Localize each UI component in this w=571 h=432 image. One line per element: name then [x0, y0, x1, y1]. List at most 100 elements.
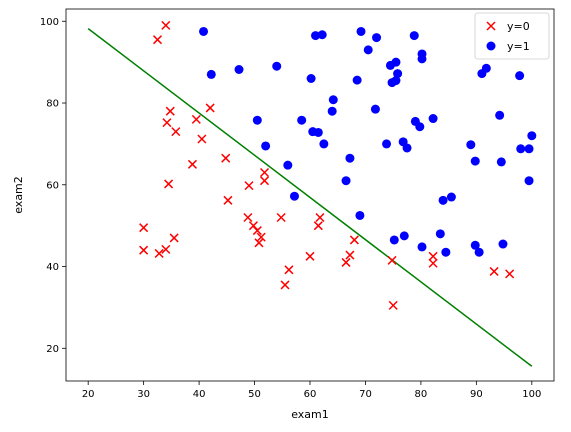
data-point-y1 [402, 143, 412, 153]
x-marker-stroke [341, 257, 351, 267]
y-axis-label: exam2 [12, 176, 25, 214]
data-point-y0 [221, 153, 231, 163]
data-point-y0 [259, 167, 270, 178]
legend-marker-y1 [486, 41, 496, 51]
data-point-y1 [495, 110, 505, 120]
x-tick-label: 20 [82, 389, 95, 400]
data-point-y1 [446, 192, 456, 202]
x-tick-label: 80 [415, 389, 428, 400]
data-point-y1 [477, 69, 487, 79]
x-marker-stroke [256, 232, 266, 242]
x-marker-stroke [152, 35, 163, 45]
data-point-y1 [199, 26, 209, 36]
data-point-y1 [470, 240, 480, 250]
data-point-y1 [470, 156, 480, 166]
x-marker-stroke [428, 258, 438, 268]
data-point-y1 [261, 141, 271, 151]
x-marker-stroke [345, 250, 355, 260]
x-marker-stroke [349, 235, 359, 245]
data-point-y0 [205, 103, 215, 113]
data-point-y0 [243, 212, 253, 223]
x-marker-stroke [161, 244, 171, 254]
data-point-y0 [280, 280, 290, 290]
data-point-y1 [370, 104, 380, 114]
data-point-y1 [417, 242, 427, 252]
data-point-y1 [435, 229, 445, 239]
x-marker-stroke [428, 251, 438, 261]
data-point-y1 [311, 31, 321, 41]
legend-label: y=1 [507, 40, 530, 53]
x-tick-label: 100 [522, 389, 541, 400]
y-tick-label: 40 [46, 262, 59, 273]
data-point-y1 [391, 76, 401, 86]
data-point-y0 [276, 212, 286, 223]
x-tick-label: 60 [304, 389, 317, 400]
x-marker-stroke [486, 21, 496, 31]
x-marker-stroke [284, 265, 294, 275]
data-point-y1 [527, 131, 537, 141]
data-point-y1 [352, 75, 362, 85]
data-point-y0 [305, 251, 315, 261]
data-point-y1 [496, 157, 506, 167]
x-marker-stroke [280, 280, 290, 290]
data-point-y1 [306, 73, 316, 83]
x-marker-stroke [313, 221, 323, 231]
data-point-y0 [139, 245, 149, 255]
x-marker-stroke [162, 118, 172, 128]
data-point-y1 [372, 33, 382, 43]
x-marker-stroke [197, 134, 207, 144]
data-point-y1 [283, 160, 293, 170]
data-point-y1 [341, 176, 351, 186]
y-tick-label: 80 [46, 99, 59, 110]
data-point-y1 [466, 140, 476, 150]
data-point-y1 [498, 239, 508, 249]
x-marker-stroke [154, 248, 164, 258]
x-marker-stroke [243, 212, 253, 223]
x-marker-stroke [187, 159, 197, 169]
x-marker-stroke [489, 266, 499, 276]
data-point-y0 [191, 114, 201, 124]
x-marker-stroke [387, 255, 397, 265]
x-marker-stroke [139, 245, 149, 255]
data-point-y0 [139, 223, 149, 233]
data-point-y0 [505, 269, 515, 279]
data-point-y1 [417, 54, 427, 64]
x-tick-label: 40 [193, 389, 206, 400]
data-point-y0 [313, 221, 323, 231]
data-point-y0 [252, 226, 262, 236]
data-point-y1 [272, 61, 282, 71]
data-point-y1 [385, 60, 395, 70]
data-point-y0 [254, 238, 264, 248]
data-point-y1 [234, 65, 244, 75]
data-point-y0 [152, 35, 163, 45]
x-tick-label: 30 [137, 389, 150, 400]
x-marker-stroke [244, 181, 254, 191]
data-point-y1 [399, 231, 409, 241]
data-point-y0 [164, 179, 174, 189]
data-point-y0 [315, 212, 325, 223]
data-point-y0 [169, 233, 179, 243]
data-point-y1 [328, 95, 338, 105]
data-point-y1 [252, 115, 262, 125]
x-tick-label: 90 [470, 389, 483, 400]
data-point-y1 [297, 115, 307, 125]
x-axis-label: exam1 [291, 408, 329, 421]
data-point-y1 [327, 106, 337, 116]
data-point-y1 [356, 26, 366, 36]
data-point-y1 [409, 31, 419, 41]
data-point-y1 [441, 247, 451, 257]
data-point-y1 [474, 247, 484, 257]
data-point-y0 [187, 159, 197, 169]
y-tick-label: 60 [46, 180, 59, 191]
data-point-y0 [259, 176, 270, 186]
data-point-y0 [428, 258, 438, 268]
x-marker-stroke [223, 195, 233, 205]
x-marker-stroke [315, 212, 325, 223]
data-point-y1 [524, 144, 534, 154]
data-point-y1 [382, 139, 392, 149]
x-axis: 20 30 40 50 60 70 80 90 100 [82, 381, 541, 400]
decision-boundary-line [87, 28, 533, 367]
legend-marker-y0 [486, 21, 496, 31]
y-tick-label: 100 [40, 17, 59, 28]
